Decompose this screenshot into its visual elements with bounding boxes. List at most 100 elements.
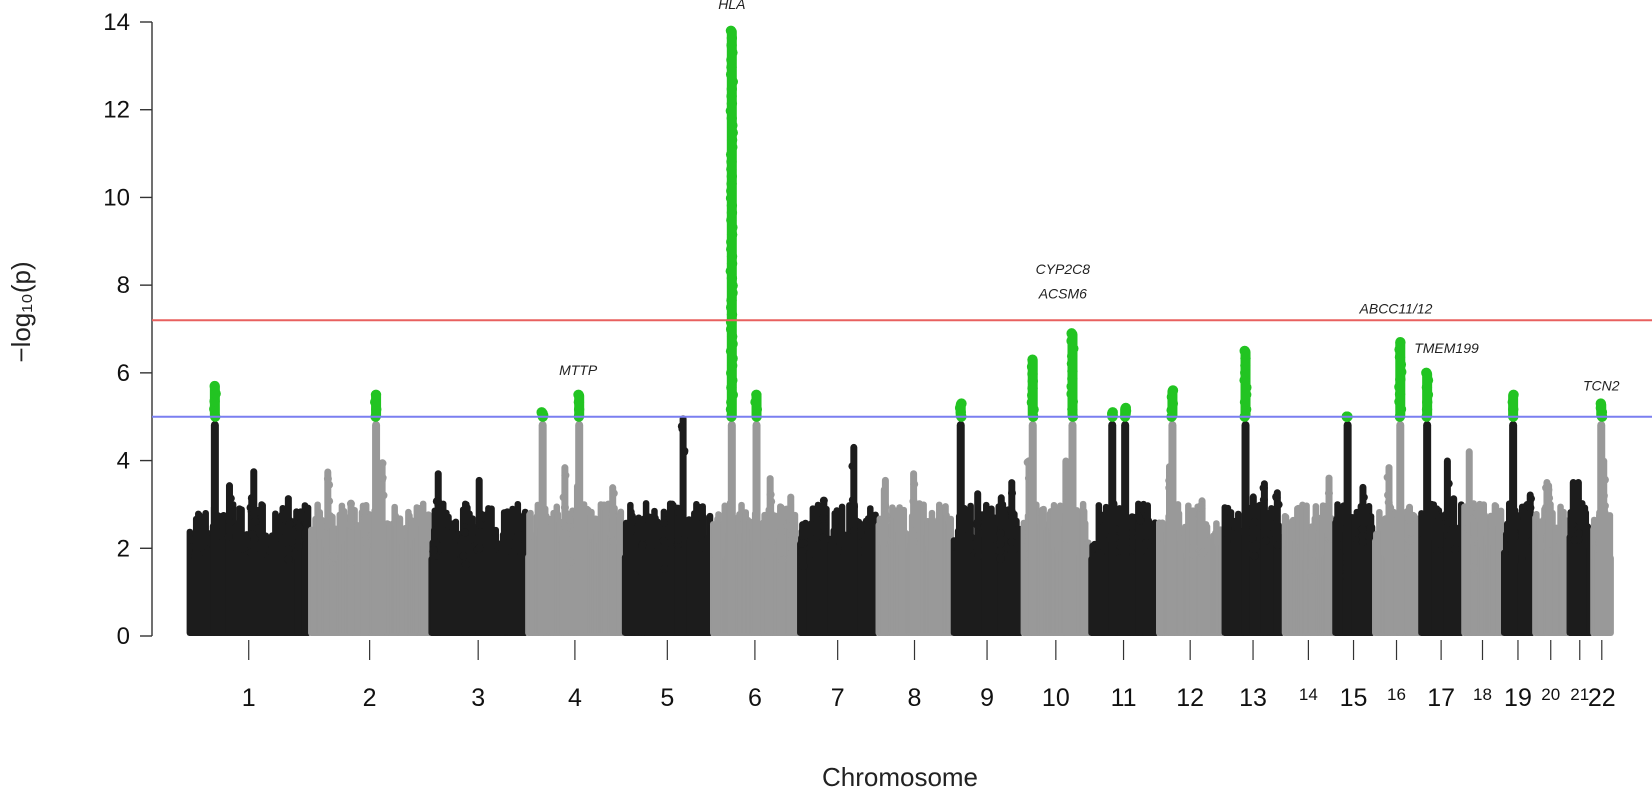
significant-snp-point: [726, 61, 737, 73]
y-tick-label: 12: [103, 97, 130, 124]
snp-point: [609, 489, 618, 498]
snp-peak: [997, 494, 1005, 636]
snp-peak: [561, 464, 569, 636]
snp-point: [766, 490, 775, 499]
significant-snp-point: [726, 40, 737, 51]
snp-peak: [284, 495, 292, 636]
snp-point: [638, 541, 647, 550]
snp-point: [1188, 550, 1197, 559]
snp-point: [460, 528, 469, 537]
chromosome-14: [1281, 474, 1336, 636]
significant-snp-point: [1394, 351, 1406, 363]
x-tick-label: 5: [660, 684, 674, 712]
significant-snp-point: [1240, 367, 1251, 379]
snp-point: [674, 535, 683, 544]
snp-point: [799, 562, 808, 571]
significant-snp-point: [1066, 388, 1077, 400]
significant-snp-point: [1239, 345, 1250, 357]
y-axis: 0 2 4 6 8 10 12 14: [103, 9, 153, 650]
chromosome-3: [428, 470, 529, 636]
snp-point: [476, 520, 485, 529]
x-tick-label: 8: [908, 684, 922, 712]
snp-point: [226, 518, 235, 527]
snp-point: [1308, 526, 1317, 535]
snp-peak: [1526, 491, 1534, 636]
snp-point: [908, 527, 917, 536]
x-tick-label: 2: [363, 684, 377, 712]
significant-snp-point: [726, 229, 738, 240]
snp-peak: [880, 486, 888, 636]
snp-peak: [820, 496, 828, 636]
significant-snp-point: [1394, 396, 1405, 408]
snp-point: [346, 558, 355, 567]
significant-snp-point: [727, 287, 738, 299]
snp-peak: [1470, 518, 1478, 636]
significant-snp-point: [573, 396, 585, 408]
significant-snp-point: [1066, 358, 1078, 369]
snp-peak: [727, 421, 736, 636]
snp-point: [819, 496, 828, 505]
snp-point: [675, 508, 684, 517]
snp-point: [879, 538, 888, 547]
snp-peak: [475, 476, 483, 636]
snp-point: [848, 462, 857, 471]
x-tick-label: 20: [1541, 685, 1560, 704]
snp-peak: [1545, 482, 1553, 636]
snp-point: [1248, 534, 1257, 543]
chromosome-18: [1461, 448, 1505, 636]
snp-peak: [850, 443, 858, 636]
snp-peak: [575, 421, 584, 636]
x-tick-label: 9: [980, 684, 994, 712]
snp-peak: [974, 490, 982, 636]
x-tick-label: 3: [471, 684, 485, 712]
snp-point: [360, 528, 369, 537]
gene-label: HLA: [718, 0, 745, 12]
snp-point: [432, 497, 441, 506]
snp-peak: [1509, 421, 1518, 636]
snp-point: [325, 497, 334, 506]
y-tick-label: 8: [117, 272, 130, 299]
chromosome-22: [1590, 398, 1614, 636]
snp-point: [1259, 484, 1268, 493]
snp-point: [1448, 504, 1457, 513]
snp-point: [1307, 573, 1316, 582]
snp-point: [1272, 492, 1281, 501]
significant-snp-point: [1395, 336, 1406, 348]
snp-point: [767, 538, 776, 547]
significant-snp-point: [573, 389, 584, 400]
snp-peak: [1241, 421, 1250, 636]
snp-point: [1526, 503, 1535, 512]
snp-point: [660, 542, 669, 551]
snp-point: [767, 497, 776, 506]
snp-peak: [1597, 421, 1606, 636]
chromosome-17: [1418, 367, 1465, 636]
snp-point: [850, 502, 859, 511]
gene-label: TCN2: [1583, 377, 1620, 393]
significant-snp-point: [1421, 404, 1433, 415]
snp-point: [1465, 507, 1474, 516]
snp-point: [429, 546, 438, 555]
chromosome-1: [186, 380, 312, 636]
significant-snp-point: [725, 324, 737, 335]
snp-point: [1405, 516, 1414, 525]
snp-point: [1383, 473, 1392, 482]
snp-peak: [752, 421, 761, 636]
x-tick-label: 14: [1299, 685, 1318, 704]
x-tick-label: 21: [1570, 685, 1589, 704]
significant-snp-point: [573, 404, 585, 415]
snp-point: [1470, 534, 1479, 543]
snp-point: [378, 473, 387, 482]
snp-point: [294, 542, 303, 551]
snp-point: [996, 529, 1005, 538]
snp-point: [1273, 541, 1282, 550]
x-tick-label: 13: [1239, 684, 1267, 712]
snp-peak: [1028, 421, 1037, 636]
snp-point: [561, 471, 570, 480]
chromosome-2: [308, 389, 432, 636]
snp-point: [636, 566, 645, 575]
significant-snp-point: [1595, 398, 1607, 409]
snp-point: [379, 491, 388, 500]
snp-point: [1544, 547, 1553, 556]
snp-point: [996, 555, 1005, 564]
snp-peak: [1359, 483, 1367, 636]
